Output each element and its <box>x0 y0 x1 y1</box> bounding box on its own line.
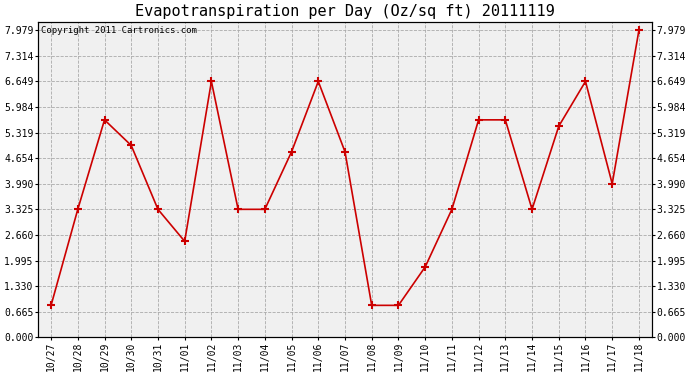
Text: Copyright 2011 Cartronics.com: Copyright 2011 Cartronics.com <box>41 27 197 36</box>
Title: Evapotranspiration per Day (Oz/sq ft) 20111119: Evapotranspiration per Day (Oz/sq ft) 20… <box>135 4 555 19</box>
